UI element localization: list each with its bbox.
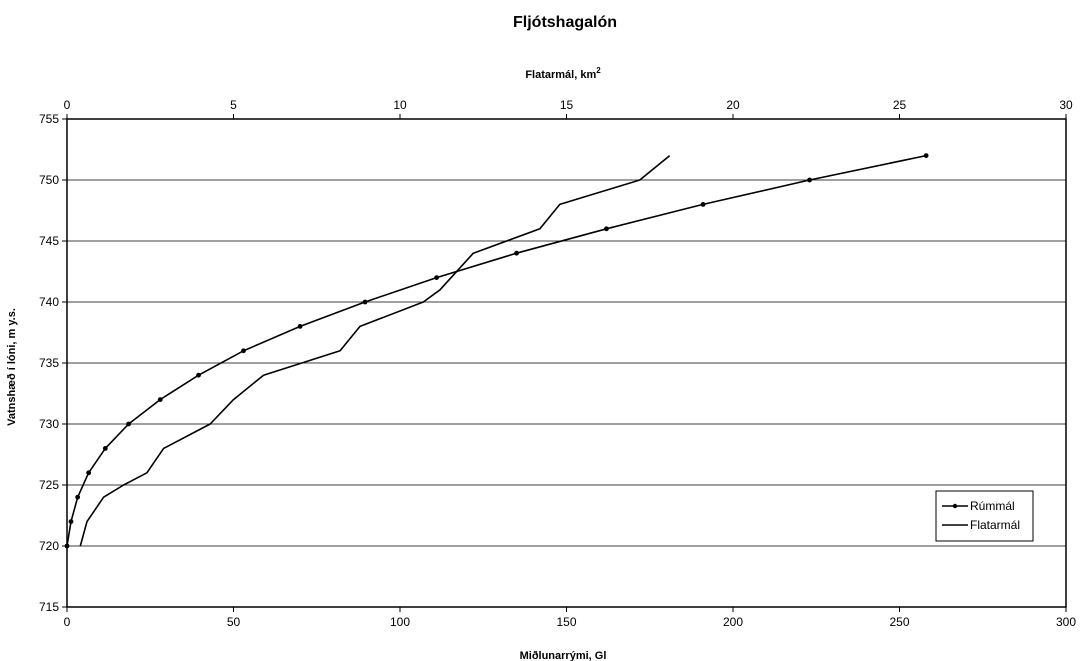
- data-point-rummal: [297, 324, 303, 329]
- data-point-rummal: [604, 226, 609, 232]
- data-point-rummal: [126, 421, 132, 427]
- bottom-x-tick-label: 250: [889, 615, 909, 629]
- bottom-x-axis-title: Miðlunarrými, Gl: [520, 650, 607, 661]
- legend-label-flatarmal: Flatarmál: [970, 518, 1020, 532]
- top-x-axis-title: Flatarmál, km2: [525, 66, 601, 81]
- data-point-rummal: [700, 202, 706, 207]
- data-point-rummal: [157, 397, 163, 402]
- series-line-flatarmal: [79, 154, 671, 547]
- top-x-tick-label: 10: [393, 98, 407, 112]
- y-tick-label: 745: [39, 234, 59, 248]
- bottom-x-tick-label: 150: [556, 615, 576, 629]
- bottom-x-tick-label: 0: [64, 615, 71, 629]
- data-point-rummal: [196, 372, 201, 378]
- top-x-axis-title-text: Flatarmál, km: [525, 69, 596, 81]
- y-axis-title: Vatnshæð í lóni, m y.s.: [6, 308, 18, 426]
- series: [64, 153, 929, 549]
- data-point-rummal: [102, 446, 108, 451]
- bottom-x-tick-label: 50: [227, 615, 241, 629]
- top-x-tick-label: 20: [726, 98, 740, 112]
- y-tick-label: 725: [39, 478, 59, 492]
- data-point-rummal: [64, 543, 70, 549]
- y-tick-label: 730: [39, 417, 59, 431]
- legend-label-rummal: Rúmmál: [970, 499, 1015, 513]
- legend: Rúmmál Flatarmál: [935, 490, 1034, 542]
- data-point-rummal: [86, 470, 92, 476]
- legend-box: [935, 490, 1034, 542]
- bottom-x-tick-label: 100: [390, 615, 410, 629]
- data-point-rummal: [75, 494, 81, 500]
- y-tick-label: 720: [39, 539, 59, 553]
- y-tick-label: 740: [39, 295, 59, 309]
- data-point-rummal: [923, 153, 929, 159]
- data-point-rummal: [241, 348, 246, 354]
- top-x-tick-label: 30: [1059, 98, 1073, 112]
- y-tick-label: 750: [39, 173, 59, 187]
- legend-marker-rummal: [952, 503, 958, 509]
- data-point-rummal: [514, 250, 519, 256]
- top-x-tick-label: 25: [893, 98, 907, 112]
- top-x-tick-label: 0: [64, 98, 71, 112]
- bottom-x-tick-label: 200: [723, 615, 743, 629]
- data-point-rummal: [434, 275, 440, 280]
- series-line-rummal: [66, 154, 927, 547]
- data-point-rummal: [68, 519, 74, 524]
- chart-title: Fljótshagalón: [513, 14, 617, 31]
- top-x-tick-label: 5: [230, 98, 237, 112]
- data-point-rummal: [362, 299, 368, 305]
- y-tick-label: 755: [39, 112, 59, 126]
- top-x-axis-title-superscript: 2: [596, 66, 601, 75]
- y-tick-label: 715: [39, 600, 59, 614]
- top-x-tick-label: 15: [560, 98, 574, 112]
- grid: [67, 179, 1066, 547]
- data-point-rummal: [807, 177, 812, 183]
- y-tick-label: 735: [39, 356, 59, 370]
- bottom-x-tick-label: 300: [1056, 615, 1076, 629]
